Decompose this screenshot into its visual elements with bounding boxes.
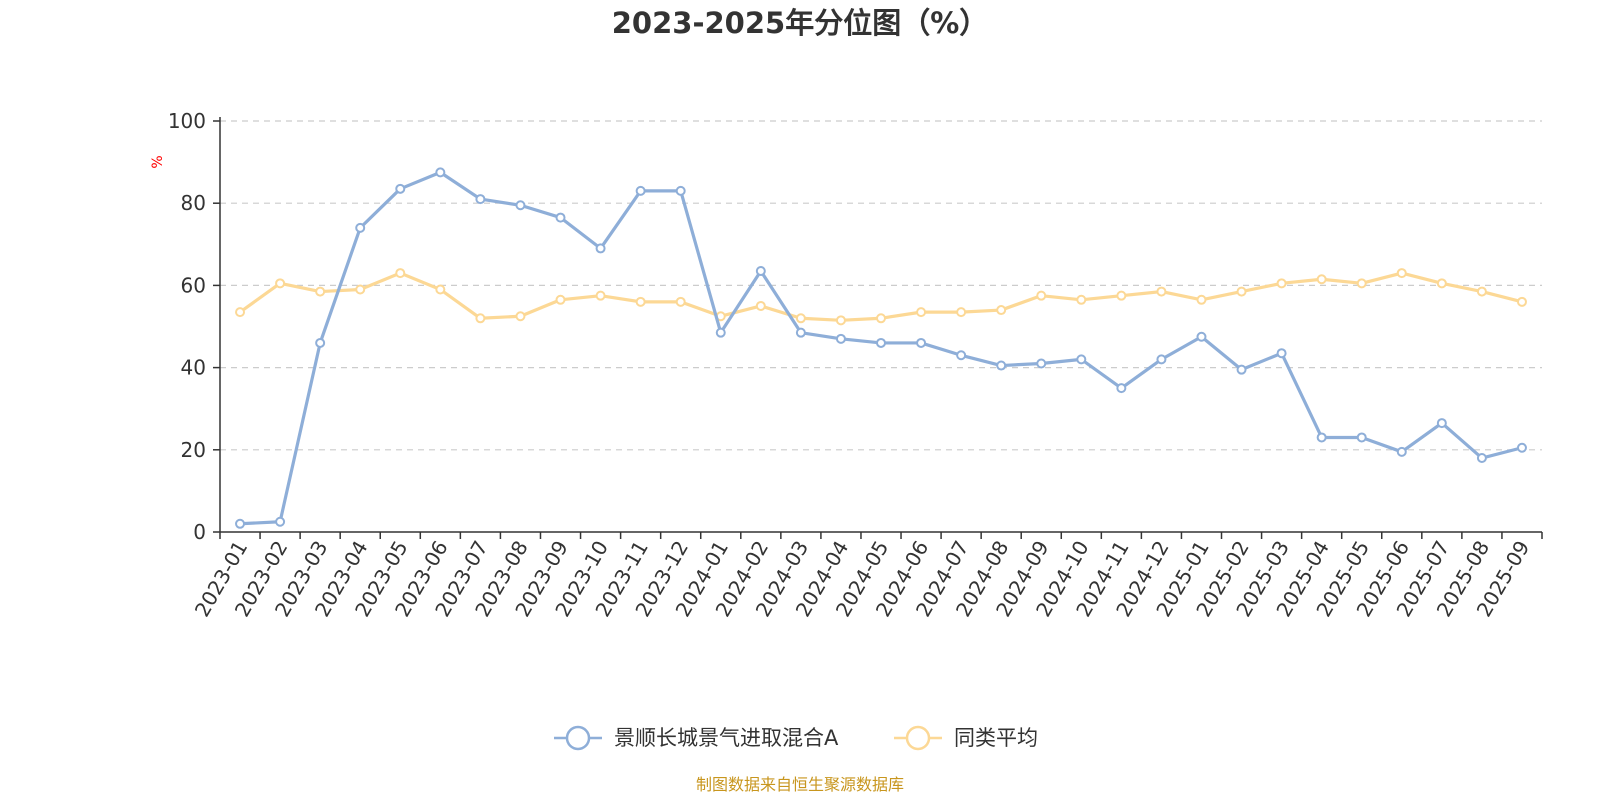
data-point[interactable] — [1396, 268, 1407, 279]
data-point[interactable] — [715, 327, 726, 338]
y-tick-label: 0 — [193, 520, 206, 544]
data-point[interactable] — [1316, 432, 1327, 443]
series-0 — [235, 167, 1527, 529]
data-point[interactable] — [1476, 453, 1487, 464]
data-point[interactable] — [916, 337, 927, 348]
data-point[interactable] — [996, 305, 1007, 316]
y-tick-label: 40 — [181, 356, 206, 380]
data-point[interactable] — [1196, 331, 1207, 342]
data-point[interactable] — [395, 183, 406, 194]
data-point[interactable] — [435, 167, 446, 178]
data-point[interactable] — [635, 185, 646, 196]
data-point[interactable] — [876, 337, 886, 348]
data-point[interactable] — [395, 268, 406, 279]
data-point[interactable] — [996, 360, 1007, 371]
data-point[interactable] — [1036, 290, 1047, 301]
data-point[interactable] — [435, 284, 446, 295]
legend-label: 景顺长城景气进取混合A — [614, 726, 839, 750]
x-axis-ticks: 2023-012023-022023-032023-042023-052023-… — [190, 537, 1535, 621]
data-point[interactable] — [475, 313, 486, 324]
axes — [213, 117, 1543, 539]
chart-title: 2023-2025年分位图（%） — [612, 6, 989, 40]
data-point[interactable] — [795, 327, 806, 338]
data-point[interactable] — [515, 200, 526, 211]
data-point[interactable] — [275, 278, 286, 289]
y-tick-label: 100 — [168, 109, 206, 133]
data-point[interactable] — [675, 185, 686, 196]
data-point[interactable] — [755, 300, 766, 311]
data-point[interactable] — [1116, 383, 1127, 394]
data-point[interactable] — [1236, 364, 1247, 375]
data-point[interactable] — [1276, 348, 1287, 359]
y-axis-unit-label: % — [150, 155, 166, 168]
data-point[interactable] — [355, 284, 366, 295]
data-point[interactable] — [1156, 354, 1167, 365]
y-tick-label: 20 — [181, 438, 206, 462]
data-point[interactable] — [1516, 296, 1527, 307]
data-point[interactable] — [595, 290, 606, 301]
legend-circle-marker — [565, 725, 591, 751]
legend-label: 同类平均 — [954, 726, 1038, 750]
data-point[interactable] — [235, 518, 246, 529]
data-point[interactable] — [1276, 278, 1287, 289]
data-source-note: 制图数据来自恒生聚源数据库 — [696, 775, 904, 794]
data-point[interactable] — [595, 243, 606, 254]
data-point[interactable] — [515, 311, 526, 322]
data-point[interactable] — [1436, 278, 1447, 289]
series-line — [239, 170, 1523, 526]
data-point[interactable] — [1036, 358, 1047, 369]
data-point[interactable] — [315, 337, 326, 348]
data-point[interactable] — [1156, 286, 1167, 297]
y-tick-label: 80 — [181, 191, 206, 215]
y-tick-label: 60 — [181, 273, 206, 297]
data-point[interactable] — [835, 333, 846, 344]
data-point[interactable] — [1516, 442, 1527, 453]
data-point[interactable] — [835, 315, 846, 326]
series-1 — [235, 268, 1527, 326]
legend-item-1[interactable]: 同类平均 — [894, 725, 1038, 751]
data-point[interactable] — [1356, 278, 1367, 289]
series-lines — [235, 167, 1527, 529]
data-point[interactable] — [1396, 446, 1407, 457]
legend: 景顺长城景气进取混合A 同类平均 — [554, 725, 1038, 751]
data-point[interactable] — [1476, 286, 1487, 297]
data-point[interactable] — [555, 212, 566, 223]
legend-item-0[interactable]: 景顺长城景气进取混合A — [554, 725, 839, 751]
data-point[interactable] — [315, 286, 326, 297]
data-point[interactable] — [1076, 294, 1087, 305]
y-axis-ticks: 0 20 40 60 80 100 — [168, 109, 206, 544]
data-point[interactable] — [675, 296, 686, 307]
data-point[interactable] — [275, 516, 286, 527]
data-point[interactable] — [635, 296, 646, 307]
data-point[interactable] — [1116, 290, 1127, 301]
data-point[interactable] — [916, 307, 927, 318]
data-point[interactable] — [1356, 432, 1367, 443]
data-point[interactable] — [755, 266, 766, 277]
data-point[interactable] — [355, 222, 366, 233]
data-point[interactable] — [1436, 418, 1447, 429]
data-point[interactable] — [1316, 274, 1327, 285]
data-point[interactable] — [475, 194, 486, 205]
data-point[interactable] — [795, 313, 806, 324]
data-point[interactable] — [876, 313, 886, 324]
data-point[interactable] — [956, 307, 967, 318]
data-point[interactable] — [235, 307, 246, 318]
data-point[interactable] — [1076, 354, 1087, 365]
gridlines — [220, 120, 1542, 451]
data-point[interactable] — [555, 294, 566, 305]
series-line — [239, 271, 1523, 322]
legend-circle-marker — [905, 725, 931, 751]
data-point[interactable] — [1196, 294, 1207, 305]
data-point[interactable] — [1236, 286, 1247, 297]
data-point[interactable] — [956, 350, 967, 361]
